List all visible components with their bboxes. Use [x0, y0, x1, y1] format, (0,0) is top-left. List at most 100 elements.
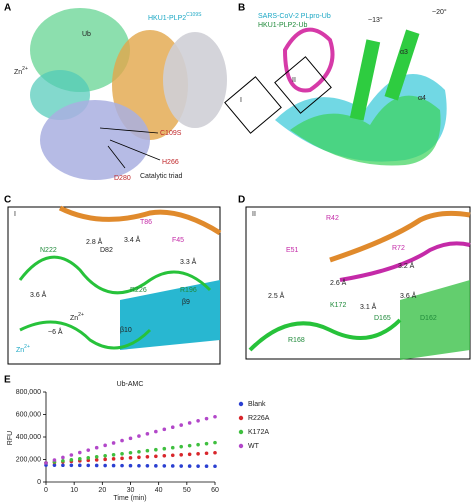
- annotation: Zn2+: [14, 66, 28, 76]
- annotation: C109S: [160, 130, 182, 137]
- data-point: [187, 443, 192, 448]
- x-tick-label: 20: [98, 487, 106, 494]
- annotation: F45: [172, 237, 184, 244]
- data-point: [162, 453, 167, 458]
- pointer: [107, 145, 126, 169]
- data-point: [86, 456, 91, 460]
- loop: [18, 255, 212, 350]
- annotation: 2+: [78, 312, 84, 318]
- panel-label: B: [238, 3, 245, 14]
- y-tick-label: 400,000: [16, 434, 41, 441]
- annotation: 3.1 Å: [360, 302, 377, 311]
- data-point: [120, 456, 124, 461]
- data-point: [128, 450, 133, 455]
- x-tick-label: 30: [127, 487, 135, 494]
- data-point: [78, 450, 82, 455]
- x-tick-label: 50: [183, 487, 191, 494]
- helix: [384, 29, 420, 101]
- data-point: [213, 464, 217, 469]
- pointer: [99, 127, 159, 134]
- data-point: [94, 463, 99, 468]
- data-point: [196, 451, 200, 456]
- data-point: [170, 425, 175, 430]
- data-point: [69, 453, 74, 457]
- data-point: [179, 464, 183, 468]
- legend-text: SARS-CoV-2 PLpro-Ub: [258, 13, 331, 20]
- x-axis-label: Time (min): [113, 495, 146, 502]
- data-point: [86, 448, 91, 452]
- data-point: [170, 453, 175, 458]
- annotation: 3.2 Å: [398, 261, 415, 270]
- annotation: β9: [182, 299, 190, 306]
- annotation: Ub: [82, 31, 91, 38]
- panel-label: E: [4, 375, 11, 386]
- box-ii: [274, 56, 332, 114]
- data-point: [111, 463, 116, 468]
- data-point: [94, 458, 99, 462]
- panel-label: C: [4, 195, 11, 206]
- data-point: [69, 463, 74, 468]
- annotation: β10: [120, 327, 132, 334]
- annotation: α4: [418, 95, 426, 102]
- loop: [248, 318, 402, 352]
- data-point: [179, 444, 183, 449]
- data-point: [162, 427, 167, 432]
- annotation: 2.8 Å: [86, 237, 103, 246]
- data-point: [145, 432, 150, 436]
- annotation: α3: [400, 49, 408, 56]
- legend-marker: [238, 429, 244, 435]
- annotation: ~20°: [432, 8, 447, 16]
- legend-marker: [238, 443, 244, 449]
- panel-a: A Ub HKU1-PLP2C109S Zn2+ C109S H266 D280…: [4, 3, 227, 182]
- annotation: II: [292, 77, 296, 84]
- legend-marker: [238, 415, 244, 421]
- annotation: HKU1-PLP2C109S: [148, 12, 202, 22]
- panel-c: C I T86 2.8 Å 3.4 Å D82 F45 3.3 Å N222 R…: [4, 195, 222, 365]
- data-point: [204, 464, 209, 468]
- data-point: [86, 463, 91, 468]
- data-point: [78, 463, 82, 468]
- x-tick-label: 40: [155, 487, 163, 494]
- annotation: E51: [286, 247, 299, 254]
- annotation: 2+: [22, 66, 28, 72]
- annotation: Catalytic triad: [140, 173, 183, 180]
- data-point: [103, 457, 107, 462]
- annotation: 3.4 Å: [124, 235, 141, 244]
- data-point: [103, 463, 107, 468]
- data-point: [137, 449, 141, 454]
- data-point: [196, 464, 200, 468]
- data-point: [128, 436, 133, 441]
- annotation: H266: [162, 159, 179, 166]
- data-point: [145, 448, 150, 453]
- annotation: R72: [392, 245, 405, 252]
- annotation: R226: [130, 287, 147, 294]
- annotation: N222: [40, 247, 57, 254]
- annotation: 3.6 Å: [30, 290, 47, 299]
- x-tick-label: 60: [211, 487, 219, 494]
- annotation: D162: [420, 315, 437, 322]
- fingers-surface: [40, 100, 150, 180]
- data-point: [69, 458, 74, 462]
- annotation: ~6 Å: [48, 327, 63, 336]
- panel-e: E Ub-AMC RFU Time (min) 0 200,000 400,000 6…: [4, 375, 270, 502]
- annotation: D280: [114, 175, 131, 182]
- data-point: [204, 441, 209, 446]
- annotation: Zn: [16, 347, 24, 354]
- data-point: [154, 447, 158, 452]
- ribbon: [329, 210, 471, 263]
- y-tick-label: 200,000: [16, 456, 41, 463]
- data-point: [128, 463, 133, 468]
- data-point: [196, 419, 200, 423]
- data-point: [213, 414, 217, 419]
- plp2-ribbon: [290, 95, 441, 166]
- data-point: [137, 455, 141, 460]
- data-point: [120, 451, 124, 456]
- chart-title: Ub-AMC: [117, 381, 144, 388]
- annotation: HKU1-PLP2: [148, 15, 186, 22]
- data-point: [103, 453, 107, 458]
- data-point: [145, 455, 150, 459]
- annotation: R168: [288, 337, 305, 344]
- x-tick-label: 10: [70, 487, 78, 494]
- data-point: [120, 438, 124, 443]
